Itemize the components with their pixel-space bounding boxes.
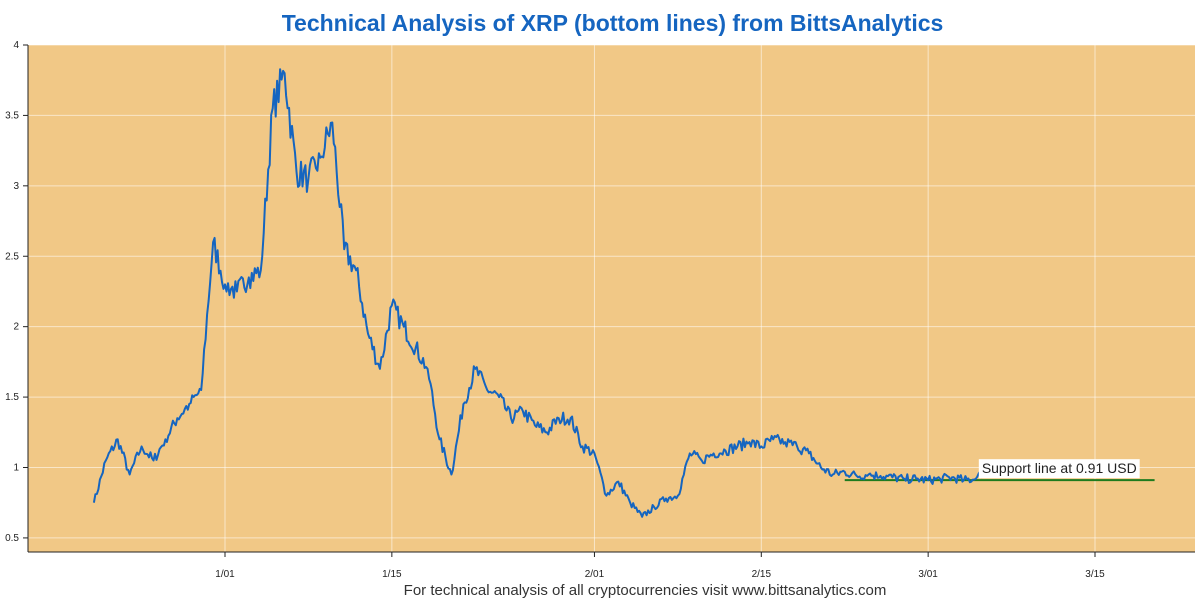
price-line — [92, 68, 989, 518]
y-tick-label: 1 — [13, 463, 19, 474]
chart-title: Technical Analysis of XRP (bottom lines)… — [281, 10, 944, 36]
x-tick-label: 3/15 — [1085, 569, 1105, 580]
y-tick-label: 2.5 — [5, 251, 19, 262]
x-tick-label: 3/01 — [918, 569, 938, 580]
y-tick-label: 2 — [13, 322, 19, 333]
y-tick-label: 4 — [13, 40, 19, 51]
x-tick-label: 2/01 — [585, 569, 605, 580]
support-label: Support line at 0.91 USD — [982, 460, 1137, 476]
x-tick-label: 1/15 — [382, 569, 402, 580]
x-tick-label: 2/15 — [752, 569, 772, 580]
y-axis-ticks: 0.5 1 1.5 2 2.5 3 3.5 4 — [5, 40, 28, 544]
x-tick-label: 1/01 — [215, 569, 235, 580]
x-axis-ticks: 1/01 1/15 2/01 2/15 3/01 3/15 — [215, 552, 1105, 580]
y-tick-label: 1.5 — [5, 392, 19, 403]
y-tick-label: 3 — [13, 181, 19, 192]
y-tick-label: 0.5 — [5, 533, 19, 544]
y-tick-label: 3.5 — [5, 110, 19, 121]
support-label-box — [978, 459, 1140, 479]
chart-footer: For technical analysis of all cryptocurr… — [403, 582, 887, 599]
